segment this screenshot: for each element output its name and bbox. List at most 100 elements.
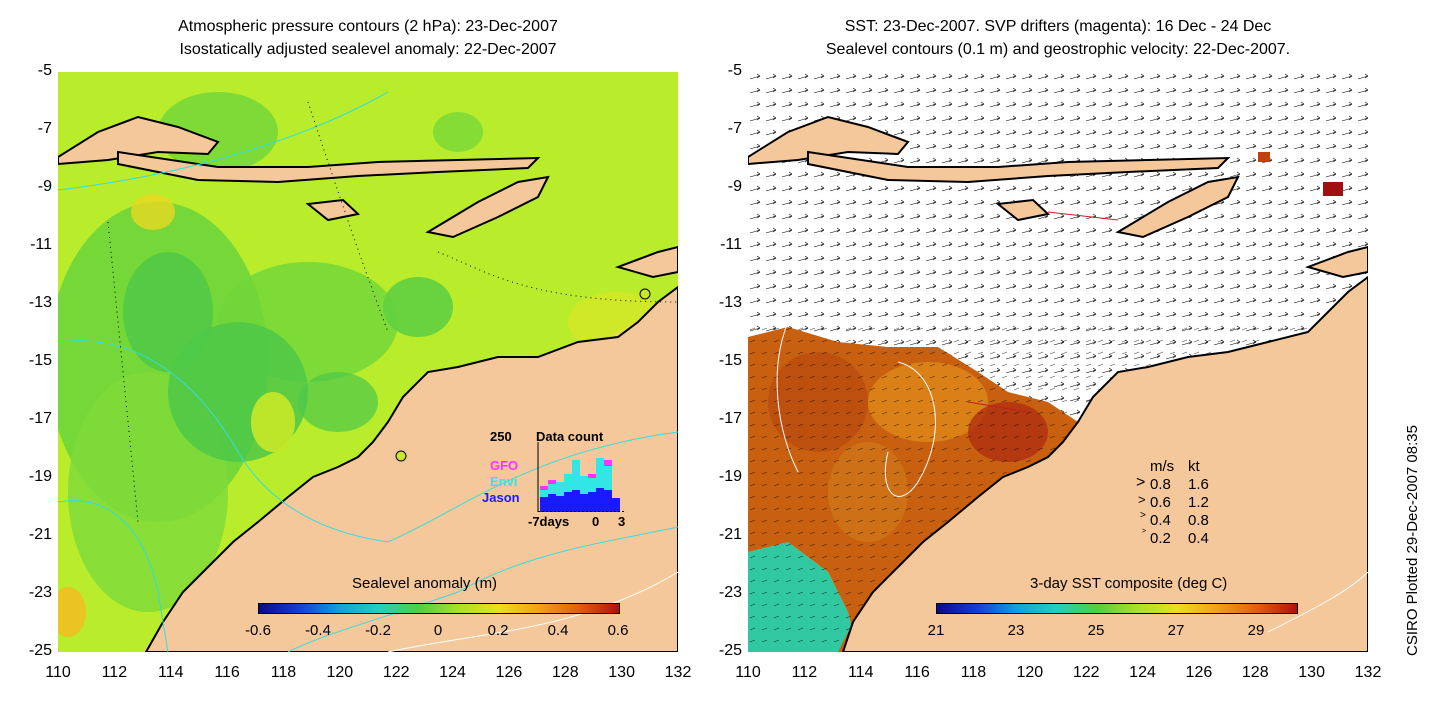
sealevel-colorbar-tick: 0: [433, 622, 443, 639]
x-axis-tick: 122: [1072, 664, 1100, 681]
java-bali-islands: [58, 115, 220, 166]
y-axis-tick: -7: [37, 120, 52, 137]
velocity-legend-ms-value: 0.2: [1150, 530, 1171, 547]
x-axis-tick: 114: [847, 664, 874, 681]
sealevel-colorbar-tick: 0.6: [607, 622, 629, 639]
y-axis-tick: -7: [727, 120, 742, 137]
y-axis-tick: -17: [28, 410, 52, 427]
left-title-line1: Atmospheric pressure contours (2 hPa): 2…: [178, 18, 558, 35]
sst-colorbar-tick: 29: [1247, 622, 1265, 639]
velocity-legend-arrow-icon: >: [1140, 510, 1146, 521]
velocity-legend-kt-value: 0.4: [1188, 530, 1209, 547]
y-axis-tick: -5: [37, 62, 52, 79]
right-title-line2: Sealevel contours (0.1 m) and geostrophi…: [825, 41, 1291, 58]
sealevel-colorbar-tick: 0.2: [487, 622, 509, 639]
legend-envi: Envi: [490, 474, 518, 489]
sst-colorbar: [936, 603, 1298, 614]
x-axis-tick: 122: [382, 664, 410, 681]
data-count-x-tick-start: -7days: [528, 514, 570, 529]
velocity-legend-header-kt: kt: [1188, 458, 1200, 475]
x-axis-tick: 132: [664, 664, 692, 681]
sst-colorbar-tick: 27: [1167, 622, 1185, 639]
new-guinea-coast: [614, 245, 678, 279]
y-axis-tick: -25: [718, 642, 742, 659]
y-axis-tick: -13: [28, 294, 52, 311]
x-axis-tick: 124: [439, 664, 466, 681]
legend-jason: Jason: [482, 490, 520, 505]
data-count-max-label: 250: [490, 429, 512, 444]
velocity-legend-ms-value: 0.4: [1150, 512, 1171, 529]
x-axis-tick: 120: [1016, 664, 1044, 681]
x-axis-tick: 112: [101, 664, 128, 681]
x-axis-tick: 116: [214, 664, 240, 681]
sst-field: [748, 72, 1368, 652]
velocity-legend-arrow-icon: >: [1142, 528, 1147, 535]
x-axis-tick: 130: [1298, 664, 1325, 681]
y-axis-tick: -25: [28, 642, 52, 659]
sst-colorbar-tick: 25: [1087, 622, 1105, 639]
sealevel-colorbar-tick: 0.4: [547, 622, 569, 639]
x-axis-tick: 126: [1185, 664, 1213, 681]
x-axis-tick: 120: [326, 664, 354, 681]
x-axis-tick: 124: [1129, 664, 1156, 681]
velocity-legend-arrow-icon: >: [1136, 474, 1146, 491]
y-axis-tick: -11: [30, 236, 52, 253]
y-axis-tick: -23: [718, 584, 742, 601]
y-axis-tick: -17: [718, 410, 742, 427]
sealevel-anomaly-field: [58, 72, 678, 652]
australia-land: [144, 285, 678, 652]
sealevel-colorbar-tick: -0.6: [245, 622, 271, 639]
sumba-island: [305, 198, 361, 222]
x-axis-tick: 112: [791, 664, 818, 681]
x-axis-tick: 130: [608, 664, 635, 681]
y-axis-tick: -11: [720, 236, 742, 253]
left-title-line2: Isostatically adjusted sealevel anomaly:…: [179, 41, 557, 58]
x-axis-tick: 110: [735, 664, 761, 681]
sealevel-colorbar-tick: -0.2: [365, 622, 391, 639]
y-axis-tick: -9: [37, 178, 52, 195]
y-axis-tick: -15: [28, 352, 52, 369]
x-axis-tick: 126: [495, 664, 523, 681]
y-axis-tick: -21: [28, 526, 52, 543]
x-axis-tick: 118: [270, 664, 297, 681]
x-axis-tick: 128: [1241, 664, 1269, 681]
velocity-legend-kt-value: 0.8: [1188, 512, 1209, 529]
y-axis-tick: -5: [727, 62, 742, 79]
australia-land-right: [841, 275, 1368, 652]
data-count-title: Data count: [536, 429, 604, 444]
sealevel-colorbar: [258, 603, 620, 614]
y-axis-tick: -19: [28, 468, 52, 485]
x-axis-tick: 132: [1354, 664, 1382, 681]
lesser-sunda-islands: [117, 150, 541, 184]
credit-text: CSIRO Plotted 29-Dec-2007 08:35: [1404, 425, 1421, 656]
right-title-line1: SST: 23-Dec-2007. SVP drifters (magenta)…: [844, 18, 1272, 35]
sealevel-colorbar-label: Sealevel anomaly (m): [352, 575, 498, 592]
y-axis-tick: -13: [718, 294, 742, 311]
sst-colorbar-label: 3-day SST composite (deg C): [1030, 575, 1228, 592]
data-count-x-tick-end: 3: [618, 514, 626, 529]
x-axis-tick: 116: [904, 664, 930, 681]
sealevel-anomaly-map: 250 Data count GFO Envi Jason -7days 0 3…: [58, 72, 678, 652]
sst-colorbar-tick: 23: [1007, 622, 1025, 639]
y-axis-tick: -15: [718, 352, 742, 369]
timor-island: [425, 175, 550, 239]
data-count-x-tick-zero: 0: [592, 514, 600, 529]
sst-map: m/s kt >0.8 1.6 >0.6 1.2 >0.4 0.8 >0.2 0.4 3-da…: [748, 72, 1368, 652]
y-axis-tick: -9: [727, 178, 742, 195]
sealevel-colorbar-tick: -0.4: [305, 622, 331, 639]
y-axis-tick: -23: [28, 584, 52, 601]
velocity-legend-kt-value: 1.6: [1188, 476, 1209, 493]
y-axis-tick: -19: [718, 468, 742, 485]
sst-colorbar-tick: 21: [927, 622, 945, 639]
x-axis-tick: 128: [551, 664, 579, 681]
x-axis-tick: 110: [45, 664, 71, 681]
x-axis-tick: 118: [960, 664, 987, 681]
x-axis-tick: 114: [157, 664, 184, 681]
velocity-legend-header-ms: m/s: [1150, 458, 1175, 475]
legend-gfo: GFO: [490, 458, 519, 473]
velocity-legend-kt-value: 1.2: [1188, 494, 1209, 511]
velocity-legend-ms-value: 0.6: [1150, 494, 1171, 511]
y-axis-tick: -21: [718, 526, 742, 543]
data-count-histogram: [537, 442, 624, 512]
velocity-legend-ms-value: 0.8: [1150, 476, 1171, 493]
